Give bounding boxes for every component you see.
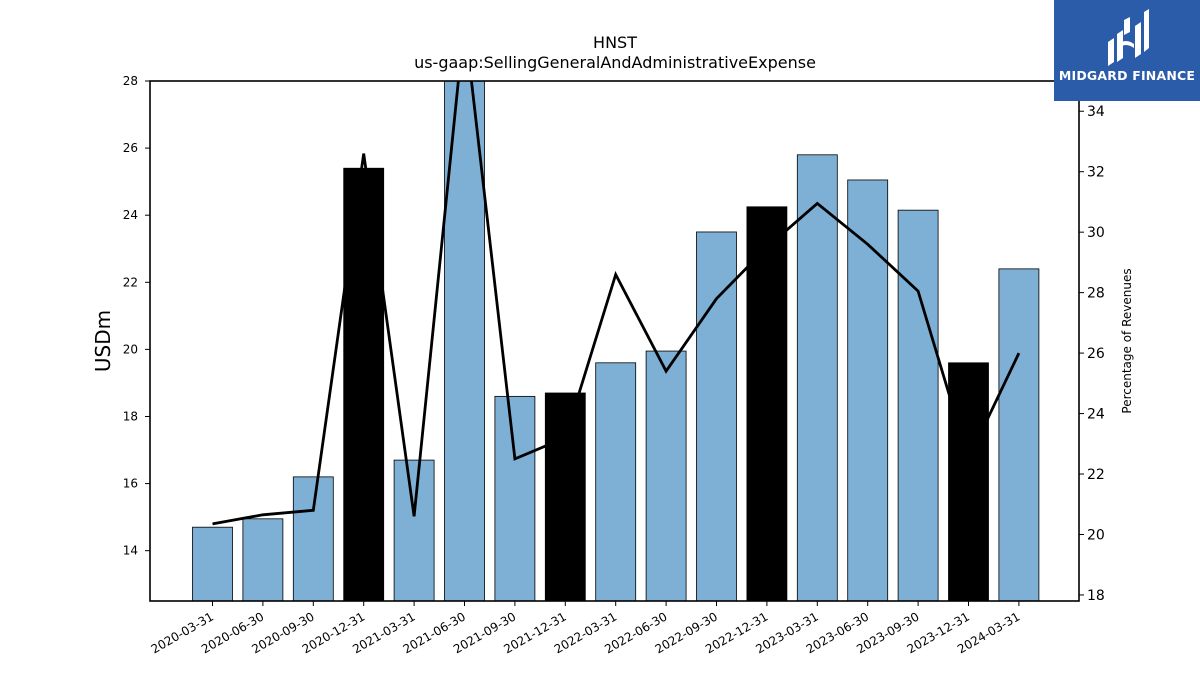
bar bbox=[444, 81, 485, 601]
y-tick-label: 14 bbox=[123, 544, 138, 558]
bar bbox=[696, 231, 737, 601]
y2-tick-label: 32 bbox=[1087, 165, 1105, 181]
line-series bbox=[212, 81, 1021, 526]
y2-tick-label: 26 bbox=[1087, 346, 1105, 362]
bar bbox=[796, 154, 838, 601]
right-axis-ticks: 18 20 22 24 26 28 30 32 34 bbox=[1079, 104, 1105, 604]
bar bbox=[746, 206, 788, 601]
bar bbox=[897, 209, 939, 601]
bar-series bbox=[192, 81, 1040, 601]
y-tick-label: 24 bbox=[123, 208, 138, 222]
y2-tick-label: 18 bbox=[1087, 588, 1105, 604]
bar bbox=[292, 476, 334, 601]
y-tick-label: 18 bbox=[123, 409, 138, 423]
y2-tick-label: 20 bbox=[1087, 527, 1105, 543]
bar bbox=[393, 459, 435, 601]
line-path bbox=[212, 81, 1021, 526]
y-tick-label: 16 bbox=[123, 477, 138, 491]
y-axis-label: USDm bbox=[91, 310, 115, 372]
plot-frame bbox=[149, 80, 1080, 602]
y-tick-label: 28 bbox=[123, 74, 138, 88]
bar bbox=[998, 268, 1040, 601]
y-tick-label: 26 bbox=[123, 141, 138, 155]
y2-tick-label: 28 bbox=[1087, 286, 1105, 302]
bar bbox=[645, 350, 687, 601]
y2-tick-label: 34 bbox=[1087, 104, 1105, 120]
chart-subtitle: us-gaap:SellingGeneralAndAdministrativeE… bbox=[414, 53, 816, 72]
logo: MIDGARD FINANCE bbox=[1054, 0, 1200, 101]
left-axis-ticks: 14 16 18 20 22 24 26 28 bbox=[123, 74, 150, 558]
midgard-logo-icon bbox=[1108, 9, 1149, 66]
y2-tick-label: 30 bbox=[1087, 225, 1105, 241]
chart-title: HNST bbox=[593, 33, 637, 52]
bar bbox=[242, 518, 284, 601]
bar bbox=[192, 526, 233, 601]
bar bbox=[847, 179, 889, 601]
y2-tick-label: 22 bbox=[1087, 467, 1105, 483]
bar bbox=[948, 362, 989, 601]
y2-tick-label: 24 bbox=[1087, 407, 1105, 423]
bar bbox=[595, 362, 637, 601]
bar bbox=[343, 167, 385, 601]
bar bbox=[494, 395, 536, 601]
y-tick-label: 20 bbox=[123, 342, 138, 356]
logo-text: MIDGARD FINANCE bbox=[1058, 68, 1196, 83]
bar bbox=[544, 392, 586, 601]
x-axis-ticks: 2020-03-312020-06-302020-09-302020-12-31… bbox=[149, 601, 1022, 656]
y2-axis-label: Percentage of Revenues bbox=[1120, 268, 1134, 413]
y-tick-label: 22 bbox=[123, 275, 138, 289]
